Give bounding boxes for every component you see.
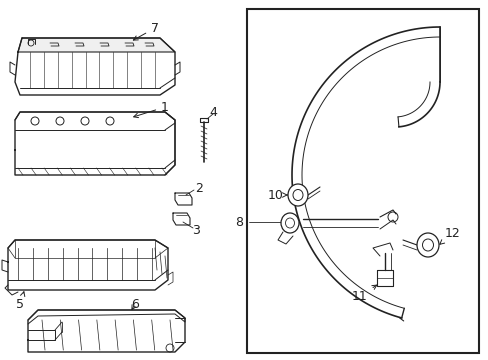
Ellipse shape [416,233,438,257]
Text: 2: 2 [195,181,203,194]
Text: 6: 6 [131,297,139,310]
Text: 9: 9 [0,359,1,360]
Text: 12: 12 [439,226,460,244]
Ellipse shape [292,189,303,201]
Ellipse shape [422,239,433,251]
Bar [246,9,478,353]
Text: 10: 10 [267,189,286,202]
Text: 1: 1 [133,100,168,118]
Polygon shape [18,38,175,52]
Text: 7: 7 [133,22,159,40]
Text: 5: 5 [16,292,25,311]
Ellipse shape [285,218,294,228]
Text: 11: 11 [351,285,376,302]
Ellipse shape [287,184,307,206]
Text: 3: 3 [192,224,200,237]
Text: 8: 8 [234,216,243,229]
Ellipse shape [281,213,298,233]
Text: 4: 4 [209,105,217,118]
